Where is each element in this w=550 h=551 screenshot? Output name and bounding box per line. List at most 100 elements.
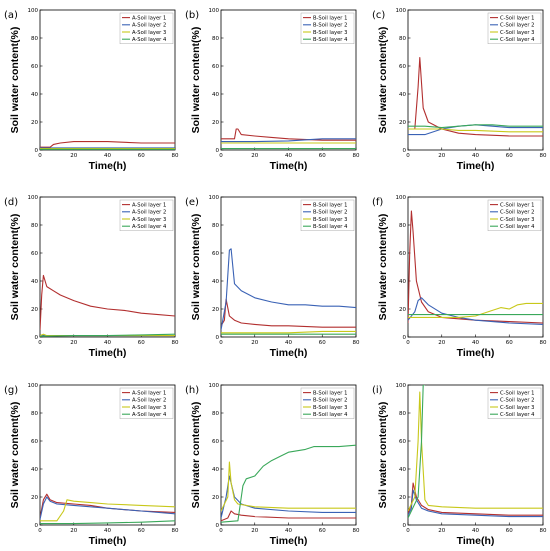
- chart-panel: (b) 0 20 40 60 80 100 0 20 40 60 80 Time(h) Soil wate…: [185, 8, 360, 172]
- x-tick-label: 20: [70, 340, 77, 346]
- legend-label: C-Soil layer 3: [500, 30, 534, 36]
- y-tick-label: 100: [28, 8, 39, 14]
- y-tick-label: 40: [31, 279, 38, 285]
- x-tick-label: 20: [438, 153, 445, 159]
- x-tick-label: 0: [219, 153, 223, 159]
- legend-label: B-Soil layer 4: [313, 412, 348, 418]
- x-tick-label: 40: [104, 340, 111, 346]
- panel-label: (h): [185, 385, 199, 396]
- y-tick-label: 40: [212, 279, 219, 285]
- x-tick-label: 80: [540, 340, 547, 346]
- series-lines: [408, 385, 543, 519]
- chart-panel: (a) 0 20 40 60 80 100 0 20 40 60 80 Time(h) Soil wate…: [4, 8, 179, 172]
- legend-label: C-Soil layer 2: [500, 398, 534, 404]
- y-tick-label: 80: [31, 223, 38, 229]
- y-axis-title: Soil water content(%): [190, 214, 202, 321]
- x-tick-label: 60: [319, 153, 326, 159]
- y-tick-label: 0: [403, 148, 407, 154]
- legend-label: A-Soil layer 2: [132, 398, 166, 404]
- x-tick-label: 20: [251, 340, 258, 346]
- series-line: [40, 499, 175, 522]
- legend-label: C-Soil layer 3: [500, 405, 534, 411]
- y-tick-label: 0: [403, 523, 407, 529]
- x-tick-label: 0: [219, 340, 223, 346]
- y-axis-title: Soil water content(%): [377, 214, 389, 321]
- x-tick-label: 60: [319, 528, 326, 534]
- y-tick-label: 20: [212, 495, 219, 501]
- x-tick-label: 80: [172, 153, 179, 159]
- legend-label: A-Soil layer 2: [132, 23, 166, 29]
- y-tick-label: 20: [31, 495, 38, 501]
- y-tick-label: 40: [212, 467, 219, 473]
- legend-label: A-Soil layer 3: [132, 217, 166, 223]
- x-tick-label: 80: [172, 340, 179, 346]
- legend-label: B-Soil layer 1: [313, 390, 347, 396]
- x-tick-label: 20: [251, 528, 258, 534]
- x-axis-title: Time(h): [457, 347, 495, 359]
- x-tick-label: 0: [38, 528, 42, 534]
- legend-label: A-Soil layer 4: [132, 412, 167, 418]
- x-tick-label: 20: [251, 153, 258, 159]
- legend-label: A-Soil layer 1: [132, 15, 166, 21]
- x-axis-title: Time(h): [457, 535, 495, 547]
- y-tick-label: 20: [31, 307, 38, 313]
- y-tick-label: 60: [31, 251, 38, 257]
- legend-label: A-Soil layer 2: [132, 210, 166, 216]
- legend-label: C-Soil layer 4: [500, 37, 535, 43]
- y-tick-label: 60: [31, 439, 38, 445]
- y-tick-label: 40: [31, 92, 38, 98]
- x-tick-label: 80: [540, 153, 547, 159]
- legend-label: A-Soil layer 1: [132, 202, 166, 208]
- y-tick-label: 60: [212, 439, 219, 445]
- x-tick-label: 0: [406, 340, 410, 346]
- y-tick-label: 20: [399, 120, 406, 126]
- series-line: [408, 489, 543, 518]
- y-tick-label: 0: [216, 148, 220, 154]
- y-tick-label: 0: [216, 335, 220, 341]
- x-axis-title: Time(h): [270, 347, 308, 359]
- x-tick-label: 60: [319, 340, 326, 346]
- legend-label: C-Soil layer 4: [500, 412, 535, 418]
- y-tick-label: 40: [399, 92, 406, 98]
- y-tick-label: 100: [28, 195, 39, 201]
- series-lines: [221, 128, 356, 150]
- legend-label: A-Soil layer 3: [132, 405, 166, 411]
- series-line: [221, 444, 356, 523]
- chart-panel: (d) 0 20 40 60 80 100 0 20 40 60 80 Time(h) Soil wate…: [4, 195, 179, 359]
- y-tick-label: 60: [399, 64, 406, 70]
- series-line: [408, 297, 543, 325]
- legend-label: C-Soil layer 1: [500, 15, 534, 21]
- y-tick-label: 100: [396, 195, 407, 201]
- x-tick-label: 40: [472, 528, 479, 534]
- series-lines: [408, 210, 543, 325]
- y-axis-title: Soil water content(%): [9, 214, 21, 321]
- series-line: [408, 385, 425, 519]
- legend-label: A-Soil layer 4: [132, 37, 167, 43]
- series-line: [408, 482, 543, 516]
- legend-label: A-Soil layer 4: [132, 224, 167, 230]
- x-tick-label: 20: [70, 153, 77, 159]
- y-tick-label: 80: [399, 411, 406, 417]
- legend-label: B-Soil layer 4: [313, 224, 348, 230]
- x-tick-label: 80: [353, 528, 360, 534]
- series-line: [408, 391, 543, 512]
- y-tick-label: 0: [35, 335, 39, 341]
- x-tick-label: 40: [285, 340, 292, 346]
- y-tick-label: 100: [209, 195, 220, 201]
- series-lines: [221, 248, 356, 335]
- y-tick-label: 40: [31, 467, 38, 473]
- panel-label: (e): [185, 197, 199, 208]
- panel-label: (c): [372, 10, 385, 21]
- y-tick-label: 60: [212, 251, 219, 257]
- y-tick-label: 60: [212, 64, 219, 70]
- legend-label: B-Soil layer 1: [313, 202, 347, 208]
- y-tick-label: 100: [396, 383, 407, 389]
- y-axis-title: Soil water content(%): [190, 402, 202, 509]
- chart-panel: (f) 0 20 40 60 80 100 0 20 40 60 80 Time(h) Soil wate…: [372, 195, 547, 359]
- legend-label: C-Soil layer 3: [500, 217, 534, 223]
- x-tick-label: 40: [285, 153, 292, 159]
- x-axis-title: Time(h): [270, 160, 308, 172]
- x-tick-label: 20: [438, 340, 445, 346]
- y-tick-label: 20: [31, 120, 38, 126]
